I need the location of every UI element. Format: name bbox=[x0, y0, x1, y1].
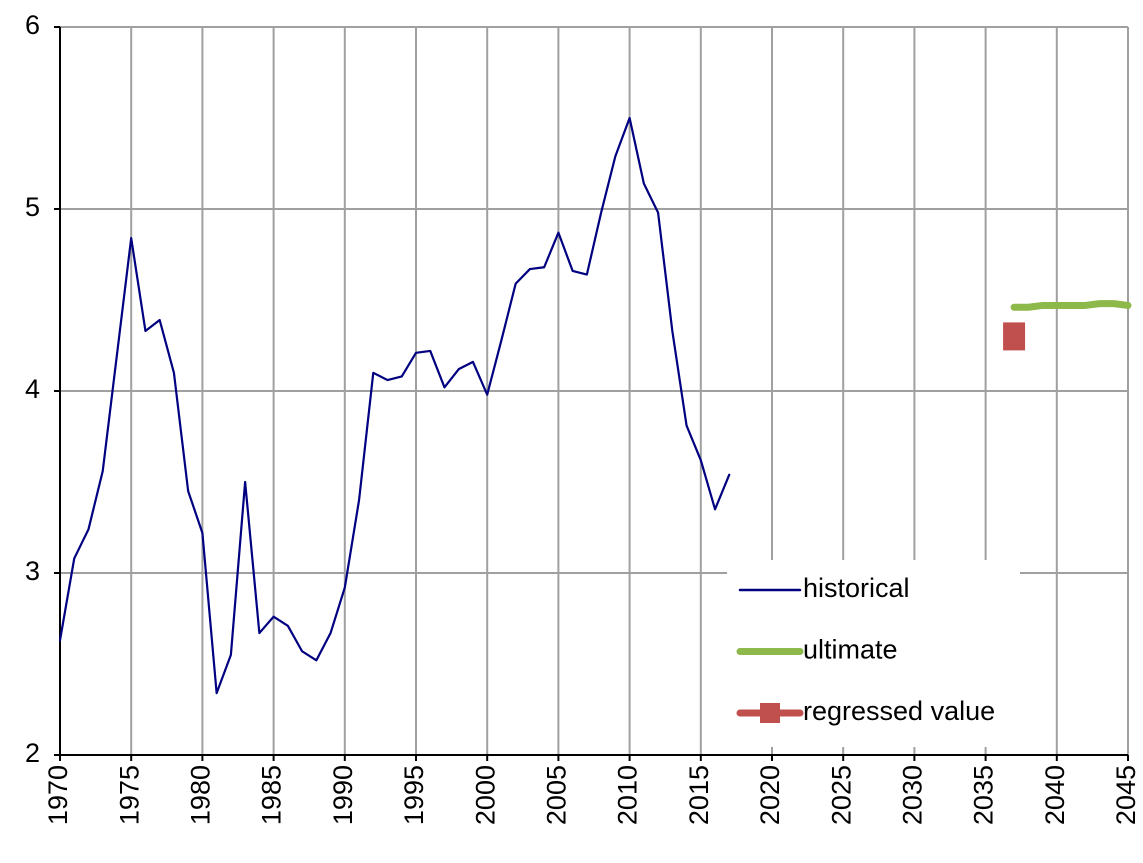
x-tick-label: 2040 bbox=[1040, 765, 1070, 825]
x-tick-label: 2025 bbox=[826, 765, 856, 825]
x-tick-label: 2035 bbox=[969, 765, 999, 825]
regressed-marker bbox=[1003, 322, 1026, 351]
legend-label: regressed value bbox=[803, 696, 995, 726]
legend-marker bbox=[760, 703, 780, 723]
x-tick-label: 2005 bbox=[542, 765, 572, 825]
x-tick-label: 1995 bbox=[399, 765, 429, 825]
y-tick-label: 5 bbox=[25, 192, 40, 222]
series-line bbox=[1010, 300, 1132, 311]
x-tick-label: 2010 bbox=[613, 765, 643, 825]
x-tick-label: 1980 bbox=[186, 765, 216, 825]
y-tick-label: 6 bbox=[25, 10, 40, 40]
x-tick-label: 2015 bbox=[684, 765, 714, 825]
x-tick-label: 1970 bbox=[43, 765, 73, 825]
series-line bbox=[58, 116, 731, 695]
legend-label: historical bbox=[803, 573, 910, 603]
legend-label: ultimate bbox=[803, 635, 898, 665]
y-tick-label: 4 bbox=[25, 374, 40, 404]
x-tick-label: 1985 bbox=[257, 765, 287, 825]
x-tick-label: 2045 bbox=[1111, 765, 1141, 825]
x-tick-label: 2000 bbox=[470, 765, 500, 825]
y-tick-label: 2 bbox=[25, 738, 40, 768]
x-tick-label: 1990 bbox=[328, 765, 358, 825]
y-tick-label: 3 bbox=[25, 556, 40, 586]
x-tick-label: 1975 bbox=[114, 765, 144, 825]
x-tick-label: 2020 bbox=[755, 765, 785, 825]
x-tick-label: 2030 bbox=[898, 765, 928, 825]
